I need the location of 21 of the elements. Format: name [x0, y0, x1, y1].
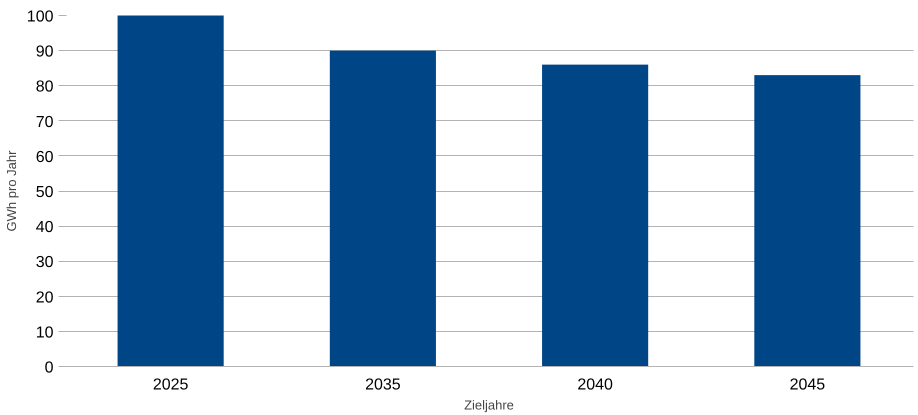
y-tick-label: 30 [36, 254, 54, 272]
x-axis-title: Zieljahre [464, 398, 514, 412]
y-tick-label: 70 [36, 114, 54, 131]
y-tick-label: 90 [36, 44, 54, 61]
y-tick-label: 50 [36, 184, 54, 201]
x-tick-label: 2035 [365, 376, 401, 394]
x-tick-label: 2040 [577, 376, 614, 394]
x-tick-label: 2045 [790, 376, 826, 394]
y-tick-label: 40 [36, 219, 54, 236]
bar [542, 64, 648, 366]
bar [330, 50, 436, 366]
y-tick-label: 100 [26, 8, 54, 26]
y-tick-label: 0 [44, 360, 54, 376]
x-tick-label: 2025 [152, 376, 189, 394]
bar [118, 16, 224, 366]
y-tick-label: 20 [36, 289, 54, 306]
y-tick-label: 10 [36, 324, 54, 342]
y-tick-label: 80 [36, 78, 54, 96]
bar [754, 75, 860, 366]
y-tick-label: 60 [36, 148, 54, 166]
y-axis-title: GWh pro Jahr [4, 150, 19, 232]
